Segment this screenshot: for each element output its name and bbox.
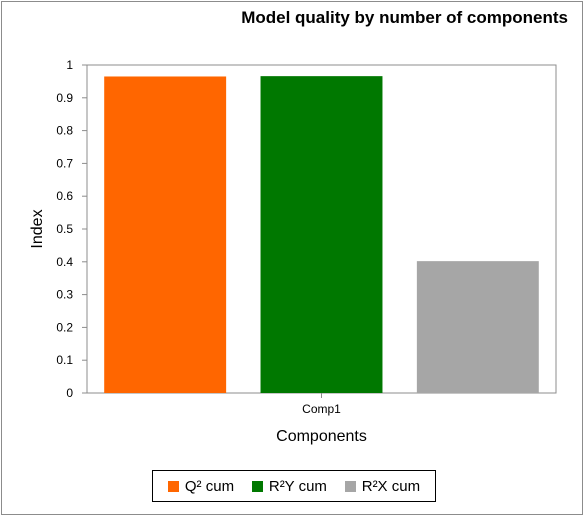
legend-label: R²X cum xyxy=(361,477,421,495)
legend-label: Q² cum xyxy=(184,477,235,495)
y-tick-label: 0.1 xyxy=(56,353,73,367)
legend-swatch xyxy=(344,480,356,492)
bar-1 xyxy=(104,76,227,393)
chart-title: Model quality by number of components xyxy=(241,8,568,27)
legend-swatch xyxy=(167,480,179,492)
y-tick-label: 0 xyxy=(66,386,73,400)
y-axis-label: Index xyxy=(29,209,46,248)
y-tick-label: 0.6 xyxy=(56,189,73,203)
y-tick-label: 0.5 xyxy=(56,222,73,236)
y-tick-label: 0.8 xyxy=(56,124,73,138)
y-tick-label: 0.4 xyxy=(56,255,73,269)
y-tick-label: 1 xyxy=(66,58,73,72)
y-tick-label: 0.9 xyxy=(56,91,73,105)
y-tick-label: 0.3 xyxy=(56,288,73,302)
bar-2 xyxy=(260,76,383,393)
legend-label: R²Y cum xyxy=(268,477,327,495)
legend-swatch xyxy=(251,480,263,492)
x-tick-label: Comp1 xyxy=(302,402,341,416)
bar-3 xyxy=(416,261,539,393)
y-tick-label: 0.7 xyxy=(56,156,73,170)
y-axis: 0 0.1 0.2 0.3 0.4 0.5 0.6 0.7 0.8 0.9 1 xyxy=(56,58,87,400)
bars xyxy=(104,76,539,393)
x-axis-label: Components xyxy=(276,428,367,445)
legend-item: R²Y cum xyxy=(251,477,327,495)
legend-item: R²X cum xyxy=(344,477,421,495)
x-axis: Comp1 xyxy=(302,393,341,416)
legend-item: Q² cum xyxy=(167,477,235,495)
y-tick-label: 0.2 xyxy=(56,320,73,334)
legend: Q² cum R²Y cum R²X cum xyxy=(152,470,436,502)
